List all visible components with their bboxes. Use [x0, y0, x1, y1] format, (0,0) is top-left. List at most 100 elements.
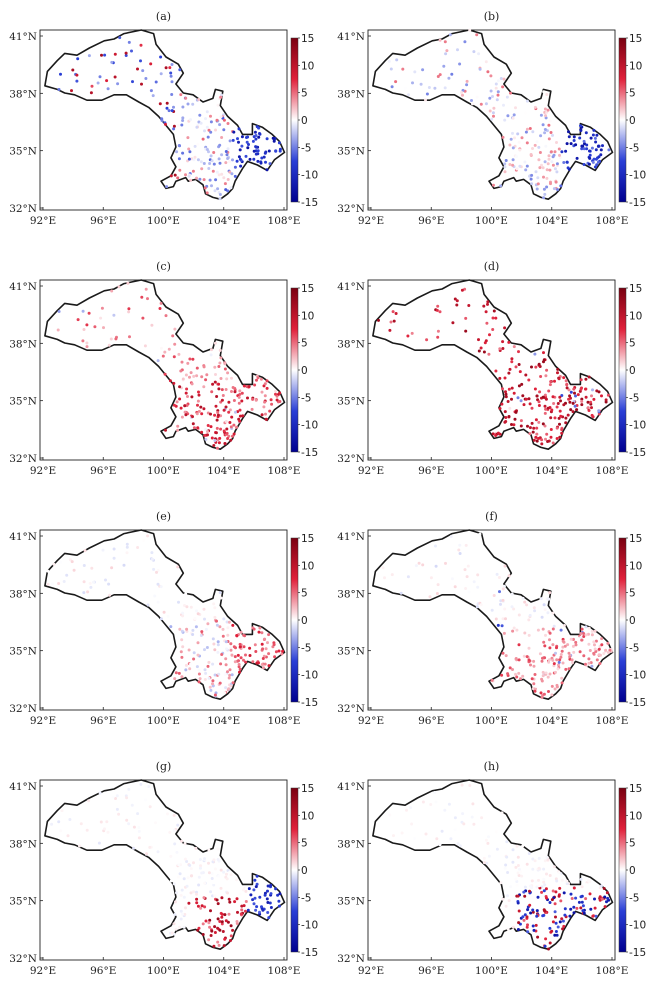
station-points [387, 28, 611, 200]
station-dot [132, 825, 136, 829]
station-dot [522, 403, 526, 407]
station-dot [218, 197, 222, 201]
station-dot [548, 119, 552, 123]
colorbar-tick-label: -15 [301, 197, 318, 209]
station-dot [239, 656, 243, 660]
station-dot [548, 926, 552, 930]
station-dot [527, 658, 531, 662]
station-dot [269, 883, 273, 887]
y-tick-label: 35°N [337, 646, 365, 658]
station-dot [254, 908, 258, 912]
station-dot [494, 830, 498, 834]
station-dot [209, 130, 213, 134]
station-dot [579, 635, 583, 639]
station-dot [226, 134, 230, 138]
station-dot [184, 668, 188, 672]
station-dot [511, 848, 515, 852]
station-dot [562, 624, 566, 627]
station-dot [450, 577, 454, 581]
x-tick-label: 100°E [475, 215, 508, 227]
station-dot [265, 897, 269, 901]
station-dot [449, 837, 453, 841]
station-dot [81, 339, 85, 343]
station-dot [410, 331, 414, 335]
station-dot [130, 49, 133, 53]
station-dot [255, 874, 259, 878]
station-dot [551, 658, 555, 662]
station-dot [259, 161, 263, 165]
station-dot [226, 147, 230, 151]
x-tick-label: 104°E [535, 965, 568, 977]
station-dot [247, 143, 250, 146]
station-dot [209, 909, 212, 913]
station-dot [202, 385, 206, 389]
station-dot [127, 310, 131, 314]
station-dot [543, 644, 547, 648]
station-dot [536, 182, 540, 186]
station-dot [547, 597, 551, 601]
station-dot [213, 380, 217, 384]
station-dot [274, 887, 278, 891]
station-dot [433, 86, 437, 90]
station-dot [532, 664, 536, 668]
station-dot [216, 411, 220, 414]
station-dot [209, 154, 213, 158]
station-dot [482, 861, 486, 865]
station-dot [546, 675, 550, 679]
station-dot [178, 872, 182, 876]
station-dot [213, 615, 217, 619]
station-dot [190, 395, 194, 399]
station-dot [515, 675, 519, 679]
station-dot [496, 623, 500, 627]
station-dot [606, 641, 610, 645]
station-dot [180, 629, 184, 633]
station-dot [573, 391, 576, 395]
y-tick-label: 32°N [337, 703, 365, 715]
station-dot [211, 894, 214, 898]
station-dot [544, 437, 547, 441]
station-dot [262, 155, 266, 159]
station-dot [383, 576, 386, 580]
station-dot [517, 909, 521, 913]
station-dot [390, 573, 394, 577]
station-dot [604, 648, 608, 652]
station-dot [266, 884, 270, 888]
station-dot [516, 928, 520, 931]
station-dot [590, 406, 593, 410]
x-tick-label: 92°E [30, 215, 56, 227]
station-dot [511, 146, 515, 150]
station-dot [506, 672, 510, 676]
station-dot [569, 892, 573, 896]
colorbar [618, 37, 627, 203]
station-dot [89, 585, 93, 589]
station-dot [485, 321, 489, 325]
station-dot [549, 131, 553, 134]
station-dot [236, 910, 239, 914]
station-dot [247, 887, 251, 891]
station-dot [534, 170, 538, 174]
station-dot [551, 133, 554, 137]
station-dot [525, 925, 529, 929]
station-dot [579, 632, 583, 635]
station-dot [547, 690, 550, 693]
station-dot [174, 671, 178, 675]
x-tick-label: 100°E [475, 465, 508, 477]
station-dot [593, 906, 597, 910]
station-dot [269, 892, 273, 896]
station-dot [238, 157, 242, 161]
station-dot [593, 643, 596, 647]
station-dot [501, 85, 505, 89]
station-dot [265, 168, 269, 172]
station-dot [580, 397, 584, 401]
station-dot [274, 389, 278, 393]
station-dot [504, 390, 507, 394]
y-tick-label: 38°N [9, 338, 37, 350]
station-dot [103, 53, 107, 57]
station-dot [470, 99, 473, 102]
station-dot [594, 650, 598, 653]
station-dot [152, 567, 156, 571]
station-dot [541, 656, 544, 660]
station-dot [98, 75, 102, 79]
station-dot [89, 91, 93, 95]
station-dot [267, 149, 271, 153]
